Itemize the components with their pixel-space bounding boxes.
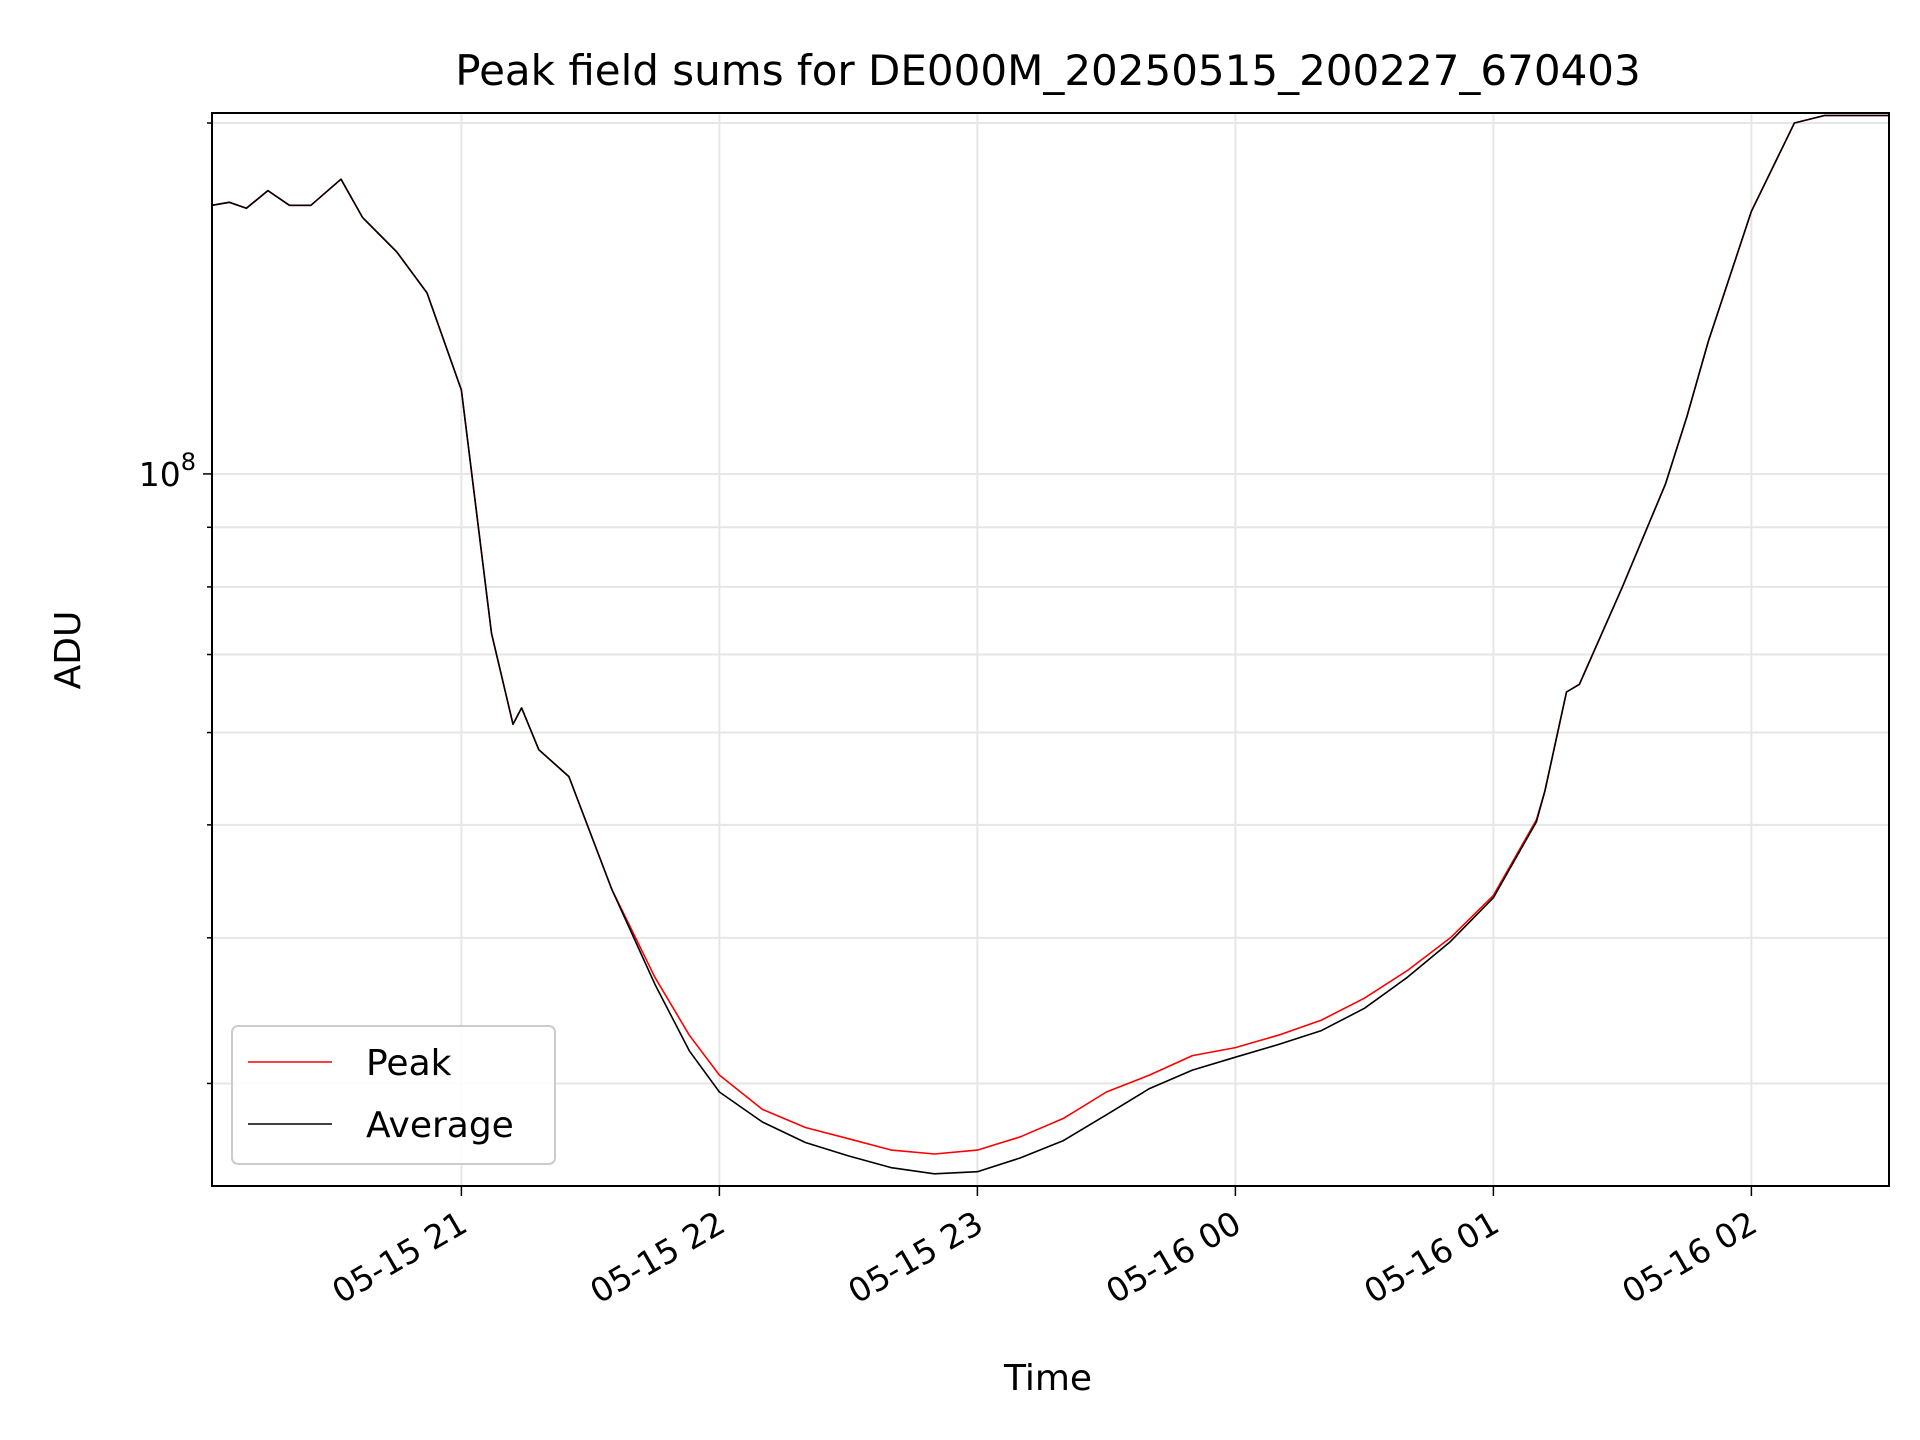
series-line-peak <box>211 114 1889 1155</box>
legend: Peak Average <box>231 1025 556 1165</box>
y-tick-label: 108 <box>139 448 196 494</box>
y-tick-label-base: 10 <box>139 455 181 494</box>
plot-area-frame <box>211 112 1890 1187</box>
x-tick-label: 05-15 21 <box>325 1203 473 1311</box>
grid <box>212 113 1889 1186</box>
y-axis-label: ADU <box>48 611 89 690</box>
x-tick-label: 05-16 00 <box>1099 1203 1247 1311</box>
x-tick-label: 05-16 02 <box>1615 1203 1763 1311</box>
x-axis-label: Time <box>1003 1358 1092 1399</box>
plot-series <box>211 114 1889 1175</box>
legend-box <box>231 1025 556 1165</box>
legend-label-average: Average <box>366 1105 514 1146</box>
chart-title: Peak field sums for DE000M_20250515_2002… <box>455 46 1641 95</box>
legend-label-peak: Peak <box>366 1043 452 1084</box>
y-axis-ticks: 108 <box>139 122 212 1085</box>
x-tick-label: 05-15 22 <box>583 1203 731 1311</box>
series-line-average <box>211 114 1889 1175</box>
x-axis-ticks: 05-15 21 05-15 22 05-15 23 05-16 00 05-16 01… <box>325 1186 1763 1311</box>
y-tick-label-exponent: 8 <box>181 448 196 476</box>
x-tick-label: 05-16 01 <box>1357 1203 1505 1311</box>
x-tick-label: 05-15 23 <box>841 1203 989 1311</box>
